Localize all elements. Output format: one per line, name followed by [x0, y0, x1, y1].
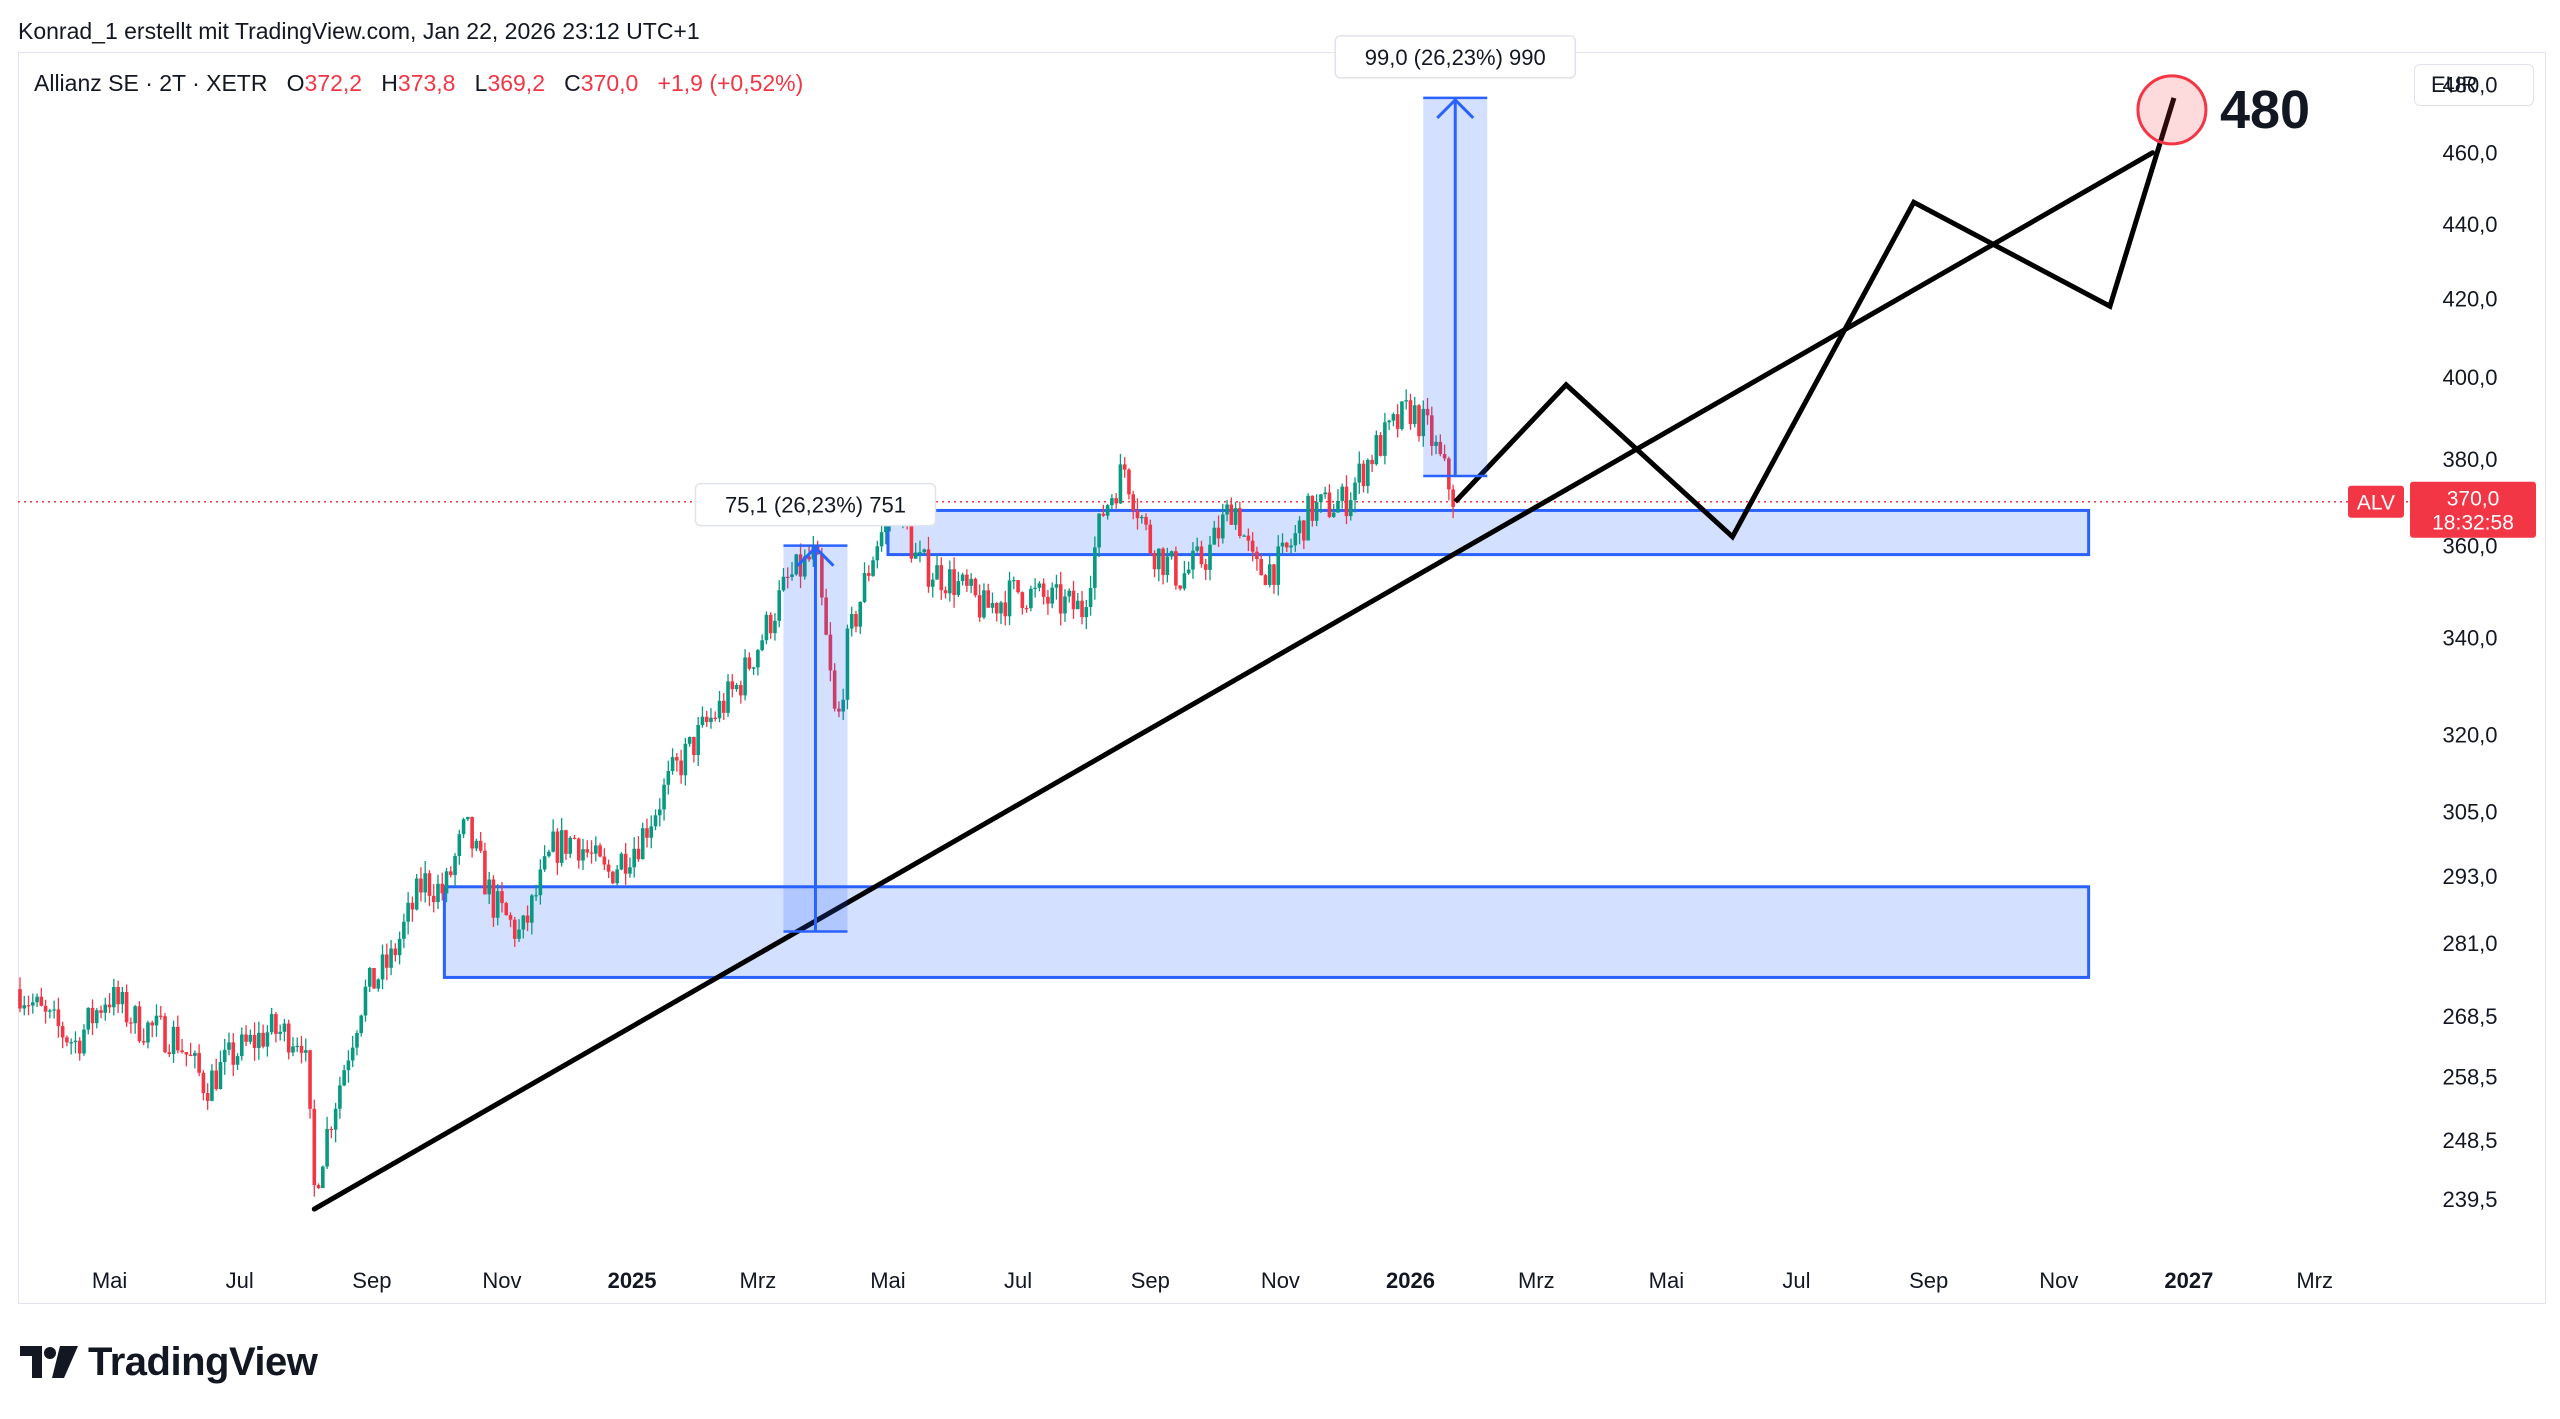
low-value: 369,2	[487, 70, 545, 96]
change-value: +1,9 (+0,52%)	[657, 70, 804, 96]
chart-frame	[18, 52, 2546, 1304]
symbol-name: Allianz SE · 2T · XETR	[34, 70, 268, 96]
tradingview-logo-icon	[20, 1346, 78, 1378]
tradingview-logo: TradingView	[20, 1337, 318, 1387]
symbol-legend: Allianz SE · 2T · XETR O372,2 H373,8 L36…	[34, 70, 803, 97]
close-label: C	[564, 70, 581, 96]
open-label: O	[286, 70, 305, 96]
high-label: H	[381, 70, 398, 96]
brand-name: TradingView	[88, 1339, 318, 1384]
close-value: 370,0	[580, 70, 639, 96]
chart-attribution: Konrad_1 erstellt mit TradingView.com, J…	[18, 18, 700, 44]
open-value: 372,2	[304, 70, 363, 96]
currency-button[interactable]: EUR	[2414, 64, 2534, 106]
high-value: 373,8	[397, 70, 456, 96]
low-label: L	[474, 70, 488, 96]
